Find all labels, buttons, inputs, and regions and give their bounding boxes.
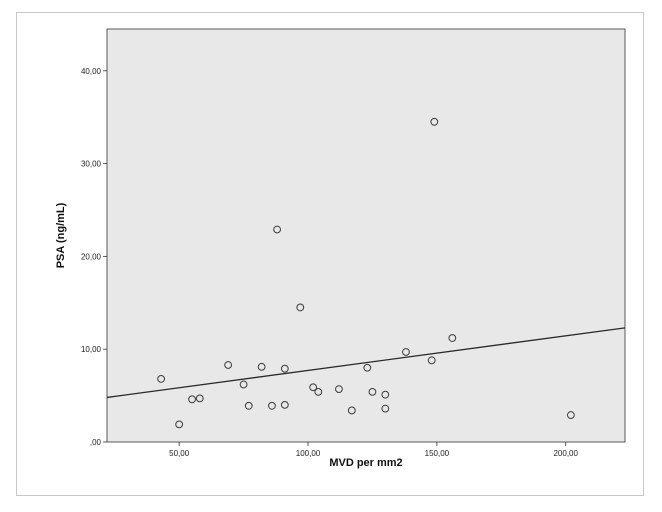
- y-tick-label: 30,00: [81, 160, 102, 169]
- y-tick-label: 40,00: [81, 67, 102, 76]
- data-point: [363, 363, 372, 372]
- data-point: [430, 117, 439, 126]
- x-tick-label: 200,00: [553, 449, 578, 458]
- data-point: [368, 387, 377, 396]
- data-point: [296, 303, 305, 312]
- data-point: [280, 400, 289, 409]
- data-point: [257, 362, 266, 371]
- data-point: [239, 380, 248, 389]
- plot-area: [106, 28, 626, 443]
- data-point: [448, 334, 457, 342]
- data-point: [195, 394, 204, 403]
- data-point: [244, 401, 253, 410]
- data-point: [347, 406, 356, 415]
- data-point: [402, 348, 410, 356]
- data-point: [157, 374, 166, 383]
- data-point: [188, 395, 196, 404]
- data-point: [427, 356, 436, 365]
- data-points: [157, 117, 575, 429]
- data-point: [381, 404, 390, 413]
- data-point: [273, 225, 281, 234]
- y-tick-label: 20,00: [81, 252, 102, 261]
- x-tick-label: 100,00: [296, 449, 321, 458]
- fit-line-layer: [106, 327, 626, 399]
- data-point: [566, 411, 575, 419]
- data-point: [335, 385, 343, 393]
- data-point: [175, 420, 184, 429]
- y-axis-title: PSA (ng/mL): [55, 202, 67, 268]
- axis-ticks: 50,00 100,00 150,00 200,00 ,00 10,00 20,00 30,0…: [81, 67, 579, 458]
- data-point: [268, 401, 276, 410]
- data-point: [381, 390, 390, 399]
- data-point: [309, 383, 318, 392]
- y-tick-label: 10,00: [81, 345, 102, 354]
- y-tick-label: ,00: [90, 438, 102, 447]
- data-point: [224, 361, 233, 369]
- data-point: [314, 387, 323, 396]
- data-point: [280, 364, 289, 373]
- x-tick-label: 50,00: [169, 449, 190, 458]
- fit-line: [106, 327, 626, 399]
- x-tick-label: 150,00: [425, 449, 450, 458]
- x-axis-title: MVD per mm2: [329, 457, 402, 469]
